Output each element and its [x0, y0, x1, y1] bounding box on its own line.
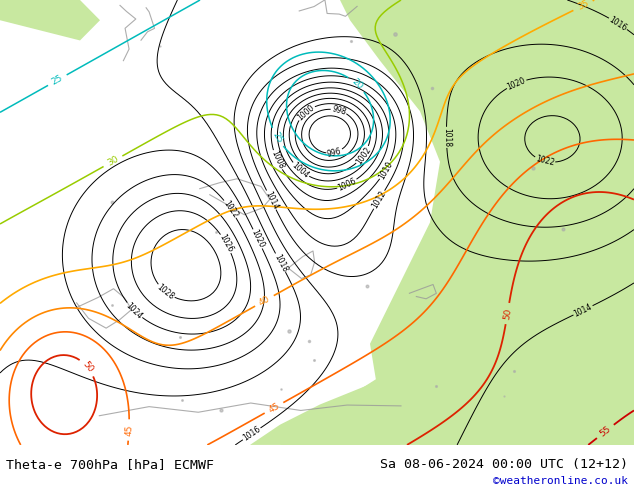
Text: 1018: 1018 — [442, 128, 451, 147]
Text: 1020: 1020 — [249, 228, 266, 249]
Text: 1012: 1012 — [370, 189, 388, 210]
Text: 1026: 1026 — [217, 233, 235, 254]
Text: 1022: 1022 — [221, 198, 240, 220]
Text: 1002: 1002 — [354, 145, 373, 166]
Text: 1028: 1028 — [155, 282, 176, 301]
Polygon shape — [250, 364, 420, 445]
Text: 1006: 1006 — [337, 176, 358, 193]
Text: 1008: 1008 — [269, 149, 285, 171]
Text: 55: 55 — [598, 424, 612, 439]
Text: 1014: 1014 — [263, 190, 280, 211]
Text: 45: 45 — [124, 424, 134, 436]
Text: 35: 35 — [576, 0, 590, 12]
Text: ©weatheronline.co.uk: ©weatheronline.co.uk — [493, 476, 628, 487]
Text: 1014: 1014 — [573, 302, 593, 318]
Text: 25: 25 — [50, 74, 65, 87]
Text: 30: 30 — [106, 154, 120, 168]
Text: 50: 50 — [81, 360, 94, 374]
Text: 1024: 1024 — [124, 300, 145, 320]
Text: 1018: 1018 — [272, 252, 289, 273]
Text: 40: 40 — [257, 294, 271, 308]
Polygon shape — [340, 0, 634, 445]
Text: 1010: 1010 — [377, 159, 394, 180]
Text: 1004: 1004 — [290, 161, 311, 180]
Text: 1016: 1016 — [241, 425, 262, 443]
Text: 25: 25 — [271, 130, 284, 145]
Text: 1000: 1000 — [295, 102, 316, 122]
Polygon shape — [280, 263, 634, 445]
Text: 20: 20 — [349, 77, 364, 91]
Text: 1016: 1016 — [607, 15, 629, 32]
Text: 45: 45 — [267, 401, 281, 415]
Text: 996: 996 — [327, 147, 342, 159]
Text: 1020: 1020 — [506, 75, 527, 92]
Text: Theta-e 700hPa [hPa] ECMWF: Theta-e 700hPa [hPa] ECMWF — [6, 458, 214, 470]
Text: 998: 998 — [330, 104, 347, 117]
Text: Sa 08-06-2024 00:00 UTC (12+12): Sa 08-06-2024 00:00 UTC (12+12) — [380, 458, 628, 470]
Text: 50: 50 — [502, 307, 513, 320]
Text: 1022: 1022 — [534, 154, 555, 168]
Polygon shape — [0, 0, 100, 41]
